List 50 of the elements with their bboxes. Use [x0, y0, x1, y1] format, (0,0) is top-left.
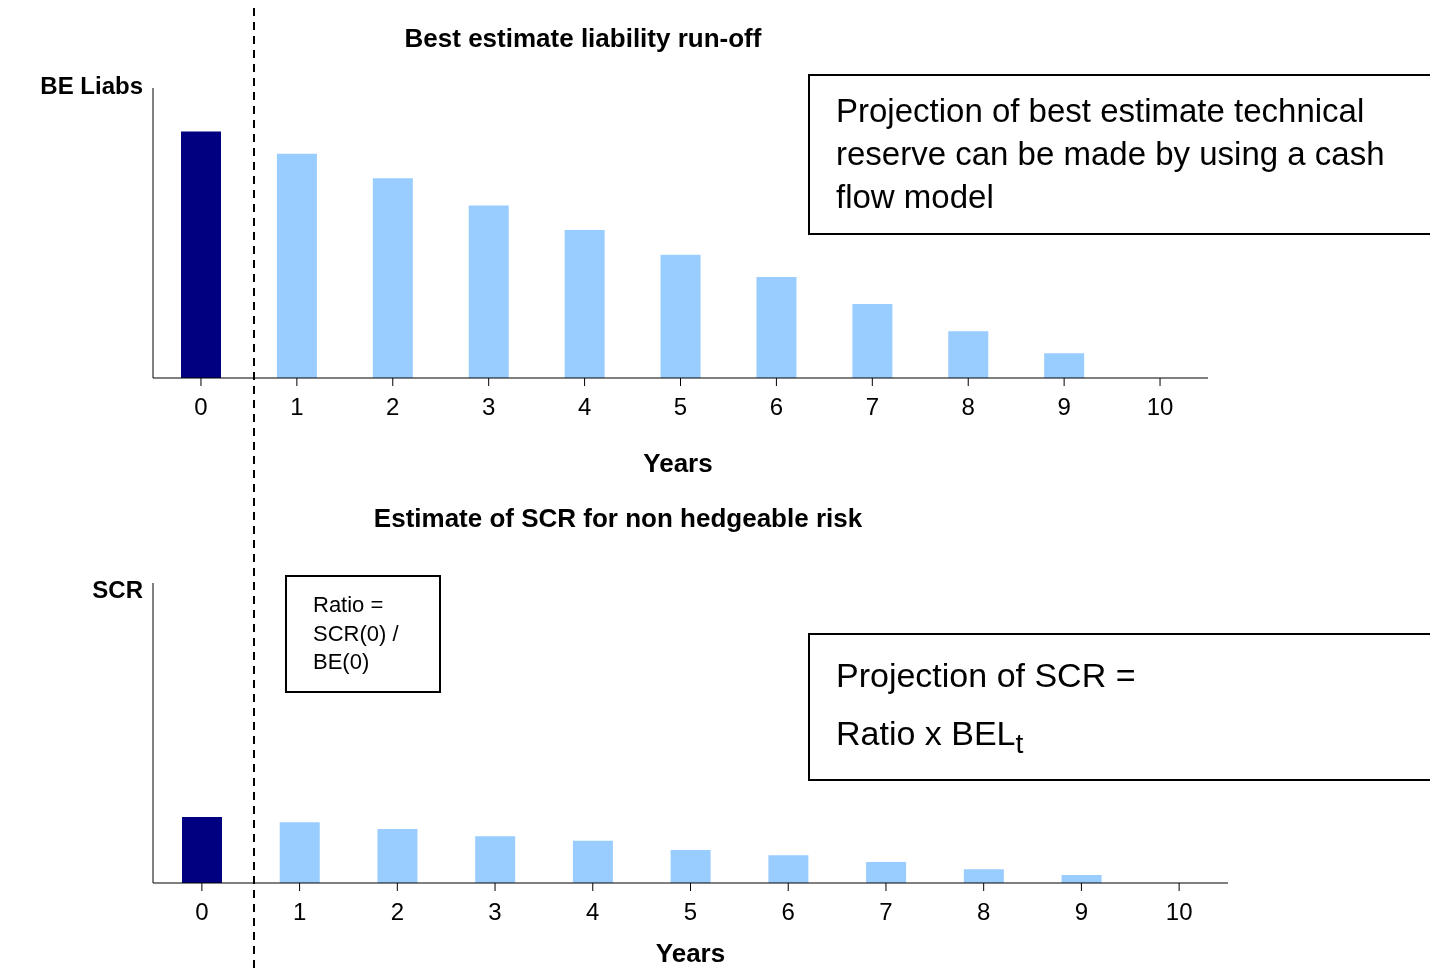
x-tick-label: 5	[673, 393, 688, 421]
bar	[468, 205, 509, 378]
x-tick-label: 9	[1057, 393, 1071, 421]
x-tick-label: 7	[865, 393, 879, 421]
bar	[948, 331, 989, 378]
y-axis-title: BE Liabs	[39, 72, 143, 100]
bar	[276, 153, 317, 378]
x-tick-label: 0	[194, 393, 208, 421]
bar	[756, 276, 797, 378]
bar	[181, 131, 221, 378]
bar	[963, 869, 1004, 883]
bar	[182, 817, 222, 883]
x-tick-label: 8	[961, 393, 975, 421]
x-tick-label: 2	[390, 898, 404, 926]
bar	[1044, 353, 1085, 378]
bar	[670, 850, 711, 883]
bar	[564, 230, 605, 378]
x-tick-label: 10	[1146, 393, 1174, 421]
bar	[660, 254, 701, 378]
x-axis-title: Years	[654, 938, 727, 969]
x-tick-label: 4	[586, 898, 600, 926]
x-tick-label: 7	[879, 898, 893, 926]
x-tick-label: 2	[386, 393, 400, 421]
text: Projection of SCR = Ratio x BEL$_{t}$	[808, 633, 1430, 781]
x-tick-label: 8	[977, 898, 991, 926]
bar	[866, 861, 907, 883]
x-tick-label: 1	[292, 898, 307, 926]
x-tick-label: 6	[781, 898, 795, 926]
bar	[768, 855, 809, 883]
annotation: Projection of best estimate technical reserve can be made by using a cash flow model	[808, 74, 1430, 235]
bar	[852, 304, 893, 378]
x-tick-label: 3	[482, 393, 496, 421]
x-tick-label: 10	[1165, 898, 1193, 926]
bar	[377, 828, 418, 883]
y-axis-title: SCR	[91, 576, 143, 604]
bar	[279, 822, 320, 883]
x-tick-label: 6	[769, 393, 784, 421]
x-tick-label: 0	[195, 898, 209, 926]
text: Ratio = SCR(0) / BE(0)	[285, 575, 441, 693]
bar	[572, 840, 613, 883]
chart-title: Best estimate liability run-off	[403, 23, 763, 54]
x-tick-label: 5	[683, 898, 698, 926]
bar	[372, 178, 413, 378]
x-tick-label: 1	[290, 393, 304, 421]
x-tick-label: 9	[1074, 898, 1089, 926]
x-axis-title: Years	[642, 448, 714, 479]
chart-title: Estimate of SCR for non hedgeable risk	[372, 503, 864, 534]
x-tick-label: 3	[488, 898, 502, 926]
x-tick-label: 4	[577, 393, 592, 421]
bar	[475, 836, 516, 883]
